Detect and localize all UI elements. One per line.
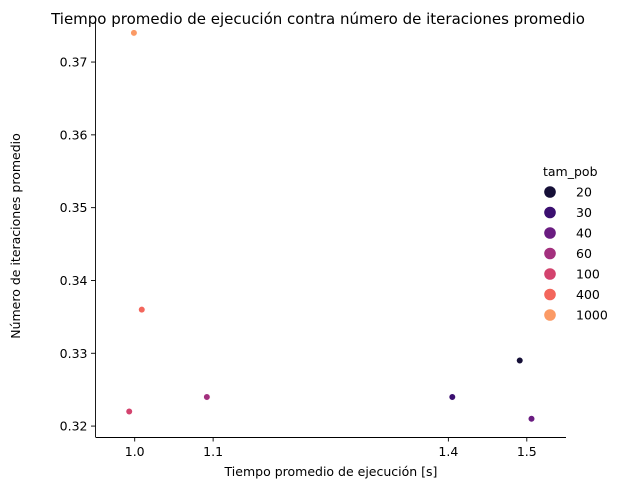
y-tick-label: 0.36	[60, 127, 88, 142]
data-point	[448, 393, 456, 401]
legend-label: 1000	[576, 308, 608, 323]
y-tick-label: 0.32	[60, 419, 88, 434]
legend-marker	[544, 309, 556, 321]
legend-marker	[544, 288, 556, 301]
plot-area: 1.0 1.1 1.4 1.5 0.32 0.33 0.34 0.35 0.36 0.37	[60, 22, 566, 459]
legend-marker	[544, 206, 556, 219]
legend-label: 60	[576, 246, 592, 261]
data-point	[527, 415, 536, 423]
y-ticks: 0.32 0.33 0.34 0.35 0.36 0.37	[60, 55, 96, 434]
chart-title: Tiempo promedio de ejecución contra núme…	[50, 10, 585, 28]
legend-marker	[544, 186, 556, 198]
legend-label: 20	[576, 185, 592, 200]
data-point	[138, 305, 146, 314]
y-axis-label: Número de iteraciones promedio	[8, 133, 23, 339]
data-point	[130, 29, 138, 37]
legend-marker	[544, 247, 556, 260]
y-tick-label: 0.35	[60, 200, 88, 215]
x-tick-label: 1.1	[203, 444, 223, 459]
legend: tam_pob 20 30 40 60 100 400 1000	[543, 164, 608, 323]
x-tick-label: 1.4	[438, 444, 458, 459]
x-axis-label: Tiempo promedio de ejecución [s]	[224, 464, 438, 479]
y-tick-label: 0.33	[60, 346, 88, 361]
x-tick-label: 1.0	[125, 444, 145, 459]
x-ticks: 1.0 1.1 1.4 1.5	[125, 437, 537, 459]
legend-label: 40	[576, 226, 592, 241]
legend-marker	[544, 268, 556, 280]
data-point	[203, 393, 211, 401]
legend-label: 30	[576, 205, 592, 220]
legend-label: 400	[576, 287, 600, 302]
data-point	[125, 407, 133, 416]
legend-entries: 20 30 40 60 100 400 1000	[544, 185, 608, 323]
legend-label: 100	[576, 267, 600, 282]
legend-title: tam_pob	[543, 164, 598, 179]
data-points	[125, 29, 536, 423]
legend-marker	[544, 227, 556, 239]
y-tick-label: 0.37	[60, 55, 88, 70]
data-point	[516, 356, 524, 365]
y-tick-label: 0.34	[60, 273, 88, 288]
x-tick-label: 1.5	[517, 444, 537, 459]
